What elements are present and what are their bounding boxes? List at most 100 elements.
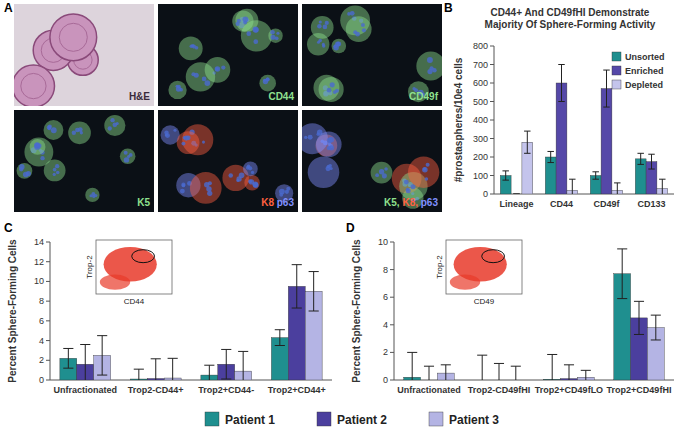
y-tick-label: 2: [383, 347, 388, 357]
stain-label-part: K5,: [384, 197, 400, 208]
error-bar: [606, 70, 607, 107]
nucleus: [181, 183, 185, 187]
error-cap: [275, 345, 285, 346]
nucleus: [47, 125, 51, 129]
figure: ABCDH&ECD44CD49fK5K8 p63K5, K8, p63CD44+…: [0, 0, 682, 435]
y-tick: [390, 297, 394, 298]
nucleus: [327, 165, 330, 168]
error-cap: [592, 171, 598, 172]
inset-density: [100, 275, 130, 290]
inset-y-label: Trop-2: [435, 255, 444, 279]
inset-gate: [132, 250, 155, 263]
y-tick: [490, 175, 494, 176]
y-tick: [46, 242, 50, 243]
error-cap: [634, 334, 644, 335]
error-bar: [313, 272, 314, 311]
cluster: [17, 163, 33, 179]
cluster: [190, 172, 222, 204]
error-bar: [622, 249, 623, 299]
error-cap: [511, 366, 521, 367]
y-axis: [494, 46, 495, 194]
cluster: [186, 62, 215, 91]
cluster: [179, 36, 203, 60]
y-tick: [46, 340, 50, 341]
error-bar: [651, 154, 652, 169]
legend-label: Unsorted: [625, 52, 665, 62]
error-cap: [558, 64, 564, 65]
y-tick: [490, 138, 494, 139]
cluster: [68, 121, 91, 144]
error-cap: [637, 153, 643, 154]
error-cap: [558, 101, 564, 102]
error-cap: [648, 169, 654, 170]
cluster: [316, 132, 342, 158]
y-axis-label: #prostaspheres/10e4 cells: [453, 57, 464, 182]
error-cap: [63, 368, 73, 369]
nucleus: [236, 176, 241, 181]
nucleus: [317, 24, 322, 29]
error-cap: [494, 363, 504, 364]
legend-swatch: [612, 52, 621, 61]
error-cap: [309, 271, 319, 272]
stain-label-part: p63: [418, 197, 438, 208]
nucleus: [35, 142, 40, 147]
nucleus: [382, 173, 387, 178]
inset-frame: [96, 240, 172, 294]
y-tick-label: 4: [383, 320, 388, 330]
error-bar: [552, 354, 553, 380]
y-tick-label: 800: [473, 41, 488, 51]
nucleus: [19, 164, 25, 170]
y-tick: [490, 120, 494, 121]
nucleus: [362, 28, 366, 32]
y-tick-label: 14: [34, 237, 44, 247]
error-cap: [221, 379, 231, 380]
error-bar: [279, 330, 280, 346]
nucleus: [327, 146, 331, 150]
panel-letter: D: [346, 221, 355, 235]
cluster: [104, 115, 125, 136]
stain-label-part: K8,: [400, 197, 419, 208]
error-cap: [80, 344, 90, 345]
error-bar: [595, 172, 596, 179]
nucleus: [319, 20, 322, 23]
nucleus: [427, 57, 433, 63]
error-bar: [505, 171, 506, 180]
stain-label: CD44: [268, 91, 294, 102]
error-bar: [155, 359, 156, 380]
error-cap: [204, 365, 214, 366]
y-tick-label: 0: [39, 375, 44, 385]
micrograph-bg: [14, 110, 154, 212]
nucleus: [215, 66, 221, 72]
stain-label-part: H&E: [129, 91, 150, 102]
nucleus: [304, 136, 307, 139]
x-tick-label: Unfractionated: [53, 385, 117, 395]
nucleus: [253, 39, 258, 44]
nucleus: [308, 135, 313, 140]
error-bar: [226, 349, 227, 379]
sphere-detail: [59, 23, 87, 51]
error-cap: [637, 164, 643, 165]
nucleus: [110, 118, 114, 122]
y-tick: [490, 64, 494, 65]
cluster: [177, 131, 200, 154]
error-cap: [659, 179, 665, 180]
error-cap: [292, 264, 302, 265]
error-bar: [640, 153, 641, 164]
bars: [404, 249, 664, 380]
x-tick-label: Trop2-CD49fHI: [468, 385, 531, 395]
micrograph: K5: [14, 110, 154, 212]
error-cap: [292, 308, 302, 309]
cluster: [371, 162, 393, 184]
stain-label: K5, K8, p63: [384, 197, 438, 208]
error-cap: [547, 354, 557, 355]
legend-label: Patient 2: [337, 413, 387, 427]
nucleus: [202, 77, 207, 82]
micrograph: H&E: [12, 4, 154, 107]
y-tick: [46, 320, 50, 321]
nucleus: [165, 133, 168, 136]
legend-swatch: [429, 412, 443, 426]
nucleus: [253, 26, 259, 32]
nucleus: [228, 173, 233, 178]
nucleus: [205, 80, 211, 86]
error-bar: [662, 179, 663, 194]
